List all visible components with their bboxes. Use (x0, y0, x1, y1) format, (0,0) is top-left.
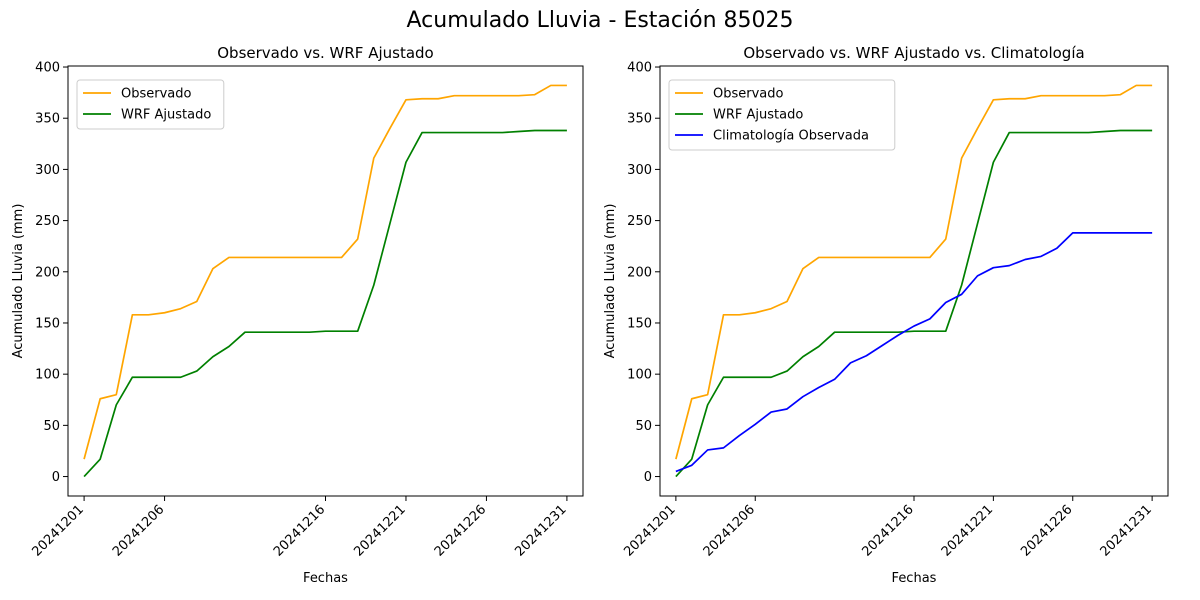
x-axis-label: Fechas (303, 571, 348, 586)
x-tick-label: 20241216 (859, 502, 916, 559)
series-line-1 (83, 84, 567, 460)
chart-title: Observado vs. WRF Ajustado (217, 44, 433, 62)
x-tick-label: 20241221 (351, 502, 408, 559)
legend-label: WRF Ajustado (121, 108, 211, 123)
x-tick-label: 20241201 (621, 502, 678, 559)
legend-box (76, 79, 225, 130)
y-tick-label: 400 (627, 61, 652, 76)
series-line-1 (675, 84, 1153, 460)
legend-label: Observado (713, 87, 784, 102)
series-line-3 (675, 232, 1153, 473)
y-tick-label: 0 (52, 470, 60, 485)
plot-frame (67, 65, 584, 497)
y-axis-label: Acumulado Lluvia (mm) (11, 204, 26, 359)
y-tick-label: 400 (35, 61, 60, 76)
y-tick-label: 100 (35, 368, 60, 383)
y-tick-label: 350 (35, 112, 60, 127)
y-tick-label: 100 (627, 368, 652, 383)
x-tick-label: 20241216 (271, 502, 328, 559)
legend-label: Climatología Observada (713, 129, 869, 144)
y-tick-label: 200 (35, 265, 60, 280)
chart-panel-2: Observado vs. WRF Ajustado vs. Climatolo… (603, 44, 1169, 586)
x-tick-label: 20241226 (432, 502, 489, 559)
x-tick-label: 20241226 (1018, 502, 1075, 559)
y-tick-label: 250 (627, 214, 652, 229)
y-axis-label: Acumulado Lluvia (mm) (603, 204, 618, 359)
y-tick-label: 0 (644, 470, 652, 485)
legend: Observado WRF Ajustado Climatología Observ… (668, 79, 896, 151)
y-tick-label: 150 (627, 316, 652, 331)
plot-frame (659, 65, 1169, 497)
y-tick-label: 250 (35, 214, 60, 229)
y-tick-label: 350 (627, 112, 652, 127)
y-tick-label: 300 (35, 163, 60, 178)
x-tick-label: 20241231 (1098, 502, 1155, 559)
legend-box (668, 79, 896, 151)
legend-label: Observado (121, 87, 192, 102)
x-tick-label: 20241201 (30, 502, 87, 559)
y-tick-label: 150 (35, 316, 60, 331)
series-line-2 (83, 129, 567, 478)
y-tick-label: 50 (635, 419, 652, 434)
legend-label: WRF Ajustado (713, 108, 803, 123)
chart-panel-1: Observado vs. WRF Ajustado 0 50 100 150 200 25… (11, 44, 584, 586)
figure-title: Acumulado Lluvia - Estación 85025 (406, 8, 794, 33)
series-line-2 (675, 129, 1153, 478)
legend: Observado WRF Ajustado (76, 79, 225, 130)
x-axis-label: Fechas (892, 571, 937, 586)
x-tick-label: 20241221 (939, 502, 996, 559)
y-tick-label: 300 (627, 163, 652, 178)
y-tick-label: 200 (627, 265, 652, 280)
y-tick-label: 50 (43, 419, 60, 434)
x-tick-label: 20241231 (512, 502, 569, 559)
chart-title: Observado vs. WRF Ajustado vs. Climatolo… (743, 44, 1084, 62)
x-tick-label: 20241206 (701, 502, 758, 559)
x-tick-label: 20241206 (110, 502, 167, 559)
